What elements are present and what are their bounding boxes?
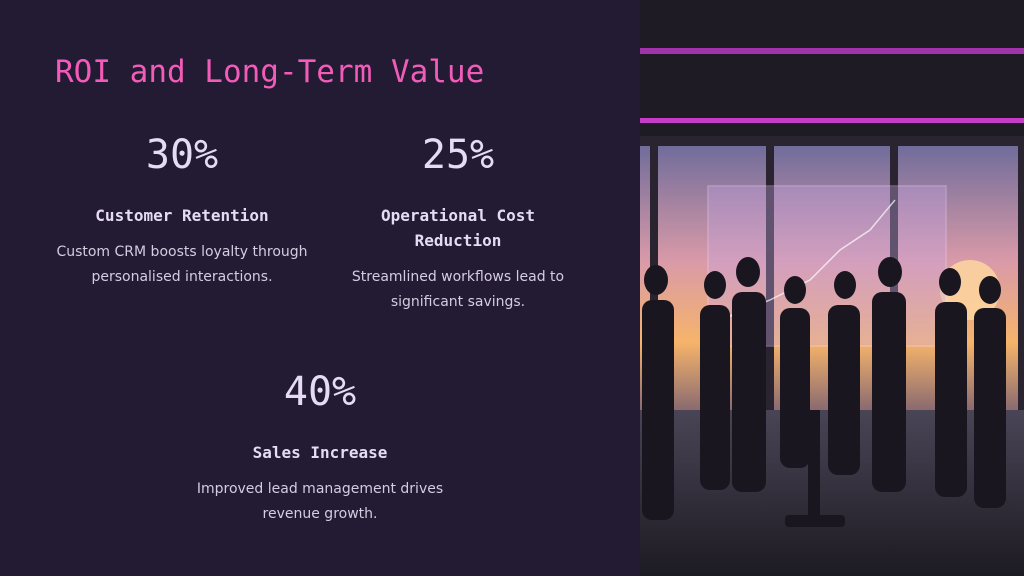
slide-title: ROI and Long-Term Value [55, 54, 485, 90]
stat-card: 25% Operational Cost Reduction Streamlin… [318, 131, 598, 315]
neon-strip [640, 48, 1024, 54]
stat-value: 25% [421, 132, 495, 178]
stat-card: 40% Sales Increase Improved lead managem… [180, 368, 460, 527]
stat-value: 40% [283, 369, 357, 415]
stat-label: Customer Retention [95, 206, 269, 225]
stat-description: Custom CRM boosts loyalty through person… [56, 244, 308, 285]
stat-card: 30% Customer Retention Custom CRM boosts… [42, 131, 322, 290]
stat-value: 30% [145, 132, 219, 178]
stat-description: Streamlined workflows lead to significan… [351, 269, 565, 310]
stat-label: Sales Increase [252, 443, 388, 462]
people [642, 257, 1006, 527]
stat-description: Improved lead management drives revenue … [196, 481, 444, 522]
office-photo [640, 0, 1024, 576]
neon-strip [640, 118, 1024, 123]
stat-label: Operational Cost Reduction [380, 206, 536, 250]
content-panel: ROI and Long-Term Value 30% Customer Ret… [42, 54, 598, 527]
